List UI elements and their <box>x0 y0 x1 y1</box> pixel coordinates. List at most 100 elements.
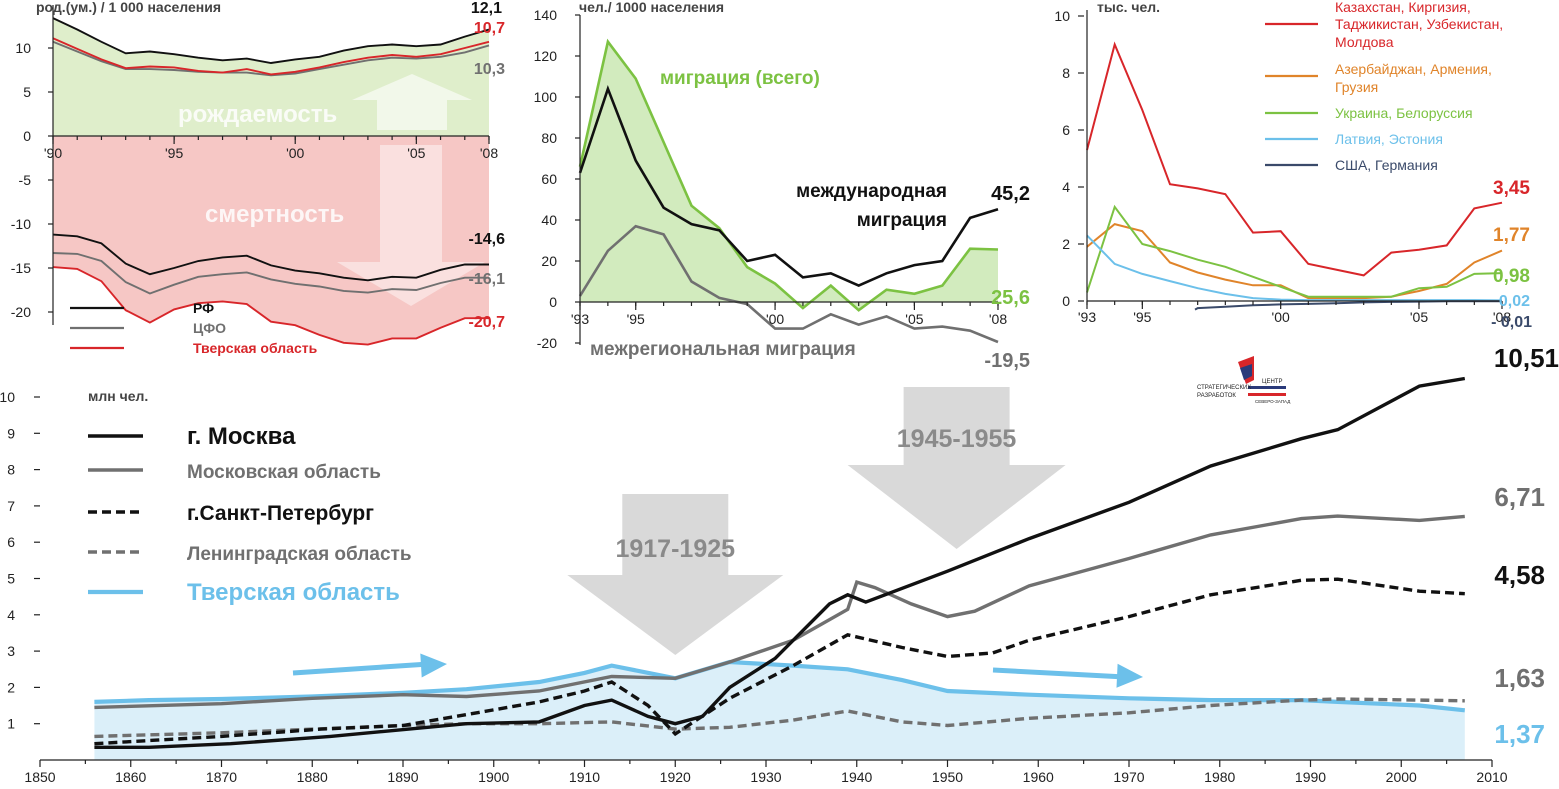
migration-end-international: 45,2 <box>991 183 1030 205</box>
legend-label-central-asia-1: Казахстан, Киргизия, <box>1335 0 1471 15</box>
tver-area <box>94 662 1465 760</box>
death-arrow-down <box>337 145 485 306</box>
migration-x-tick-label: '08 <box>989 311 1007 327</box>
country-x-tick-label: '93 <box>1078 309 1096 325</box>
logo-text-2: ЦЕНТР <box>1262 379 1282 385</box>
logo-flag-icon-2 <box>1240 364 1252 380</box>
logo-stripe-red <box>1248 393 1286 396</box>
population-y-tick-label: 10 <box>0 389 15 405</box>
vital-label-birth-rf: 12,1 <box>471 0 502 17</box>
vital-y-tick-label: -15 <box>11 260 31 276</box>
vital-x-tick-label: '95 <box>165 145 183 161</box>
population-x-tick-label: 1890 <box>387 769 418 785</box>
vital-label-birth-cfo: 10,3 <box>474 61 505 78</box>
migration-y-tick-label: 100 <box>534 89 558 105</box>
population-y-tick-label: 9 <box>7 425 15 441</box>
migration-y-tick-label: 60 <box>541 171 557 187</box>
trend-arrow-shaft <box>292 661 430 676</box>
migration-label-international-2: миграция <box>857 210 947 231</box>
vital-rates-legend: РФ ЦФО Тверская область <box>70 300 318 356</box>
population-unit-label: млн чел. <box>88 388 148 404</box>
logo-text-3: РАЗРАБОТОК <box>1197 393 1236 399</box>
vital-x-tick-label: '90 <box>44 145 62 161</box>
population-legend-label: Московская область <box>187 462 381 483</box>
pop-end-mo: 6,71 <box>1494 482 1545 512</box>
country-y-tick-label: 2 <box>1062 236 1070 252</box>
country-legend: Казахстан, Киргизия, Таджикистан, Узбеки… <box>1265 0 1503 173</box>
vital-rates-panel: рождаемость смертность 10 5 0 -5 -10 -15 -20 '90… <box>11 0 505 356</box>
vital-series-0 <box>52 17 490 64</box>
vital-label-birth-tver: 10,7 <box>474 20 505 37</box>
vital-series-5 <box>52 266 489 346</box>
country-end-caucasus: 1,77 <box>1493 225 1530 246</box>
population-legend: г. Москва Московская область г.Санкт-Петер… <box>88 423 412 606</box>
vital-rates-unit-label: род.(ум.) / 1 000 населения <box>36 0 221 15</box>
legend-label-usa: США, Германия <box>1335 157 1438 173</box>
population-y-tick-label: 7 <box>7 498 15 514</box>
population-y-tick-label: 5 <box>7 571 15 587</box>
migration-label-interregional: межрегиональная миграция <box>590 339 856 360</box>
country-unit-label: тыс. чел. <box>1097 0 1160 15</box>
population-x-tick-label: 1900 <box>478 769 509 785</box>
migration-series-1 <box>578 84 999 288</box>
population-x-tick-label: 1850 <box>24 769 55 785</box>
population-series-2 <box>94 577 1465 746</box>
population-x-tick-label: 1930 <box>750 769 781 785</box>
country-y-tick-label: 10 <box>1054 8 1070 24</box>
migration-label-international-1: международная <box>796 181 947 202</box>
migration-y-tick-label: 0 <box>549 294 557 310</box>
migration-y-tick-label: 40 <box>541 212 557 228</box>
migration-series-0 <box>578 38 999 312</box>
population-legend-label: Тверская область <box>187 579 400 606</box>
legend-label-central-asia-3: Молдова <box>1335 34 1394 50</box>
population-x-tick-label: 1860 <box>115 769 146 785</box>
legend-label-ukraine: Украина, Белоруссия <box>1335 105 1473 121</box>
period-arrow <box>567 494 784 655</box>
logo-text-1: СТРАТЕГИЧЕСКИХ <box>1197 385 1251 391</box>
population-x-tick-label: 1990 <box>1295 769 1326 785</box>
population-panel: 1917-1925 1945-1955 1850 1860 1870 1880 1890 1… <box>0 343 1559 785</box>
period-arrow <box>847 387 1066 549</box>
country-y-tick-label: 6 <box>1062 122 1070 138</box>
vital-y-tick-label: -5 <box>19 172 32 188</box>
vital-legend-label: ЦФО <box>193 320 226 336</box>
country-y-tick-label: 4 <box>1062 179 1070 195</box>
population-x-tick-label: 2010 <box>1476 769 1507 785</box>
population-legend-label: Ленинградская область <box>187 544 412 565</box>
migration-y-tick-label: -20 <box>537 335 557 351</box>
population-x-tick-label: 1970 <box>1113 769 1144 785</box>
population-legend-label: г.Санкт-Петербург <box>187 502 374 525</box>
vital-series-4 <box>52 252 489 295</box>
pop-end-lo: 1,63 <box>1494 663 1545 693</box>
population-series-0 <box>94 376 1466 749</box>
migration-y-tick-label: 140 <box>534 7 558 23</box>
legend-label-baltic: Латвия, Эстония <box>1335 131 1443 147</box>
csr-logo: СТРАТЕГИЧЕСКИХ ЦЕНТР РАЗРАБОТОК СЕВЕРО-З… <box>1197 356 1290 404</box>
vital-label-death-rf: -14,6 <box>469 231 506 248</box>
population-x-tick-label: 1910 <box>569 769 600 785</box>
migration-panel: 140 120 100 80 60 40 20 0 -20 '93 '95 '00 '05 '08 чел… <box>534 0 1030 372</box>
country-series-4 <box>1194 300 1502 311</box>
vital-x-tick-label: '00 <box>286 145 304 161</box>
country-series-0 <box>1086 41 1503 277</box>
population-y-tick-label: 3 <box>7 643 15 659</box>
migration-x-tick-label: '95 <box>627 311 645 327</box>
country-series-3 <box>1086 234 1503 302</box>
country-y-tick-label: 0 <box>1062 293 1070 309</box>
vital-x-tick-label: '05 <box>407 145 425 161</box>
vital-legend-label: Тверская область <box>193 340 318 356</box>
logo-text-4: СЕВЕРО-ЗАПАД <box>1255 399 1290 404</box>
total-migration-area <box>580 41 998 311</box>
birth-arrow-up <box>352 74 472 130</box>
vital-y-tick-label: -10 <box>11 216 31 232</box>
country-series-2 <box>1086 204 1503 298</box>
death-area <box>53 136 489 345</box>
vital-y-tick-label: 5 <box>23 84 31 100</box>
population-y-tick-label: 1 <box>7 716 15 732</box>
vital-x-tick-label: '08 <box>480 145 498 161</box>
country-x-tick-label: '95 <box>1133 309 1151 325</box>
population-legend-label: г. Москва <box>187 423 296 450</box>
population-x-tick-label: 2000 <box>1386 769 1417 785</box>
population-x-tick-label: 1880 <box>297 769 328 785</box>
population-x-tick-label: 1870 <box>206 769 237 785</box>
